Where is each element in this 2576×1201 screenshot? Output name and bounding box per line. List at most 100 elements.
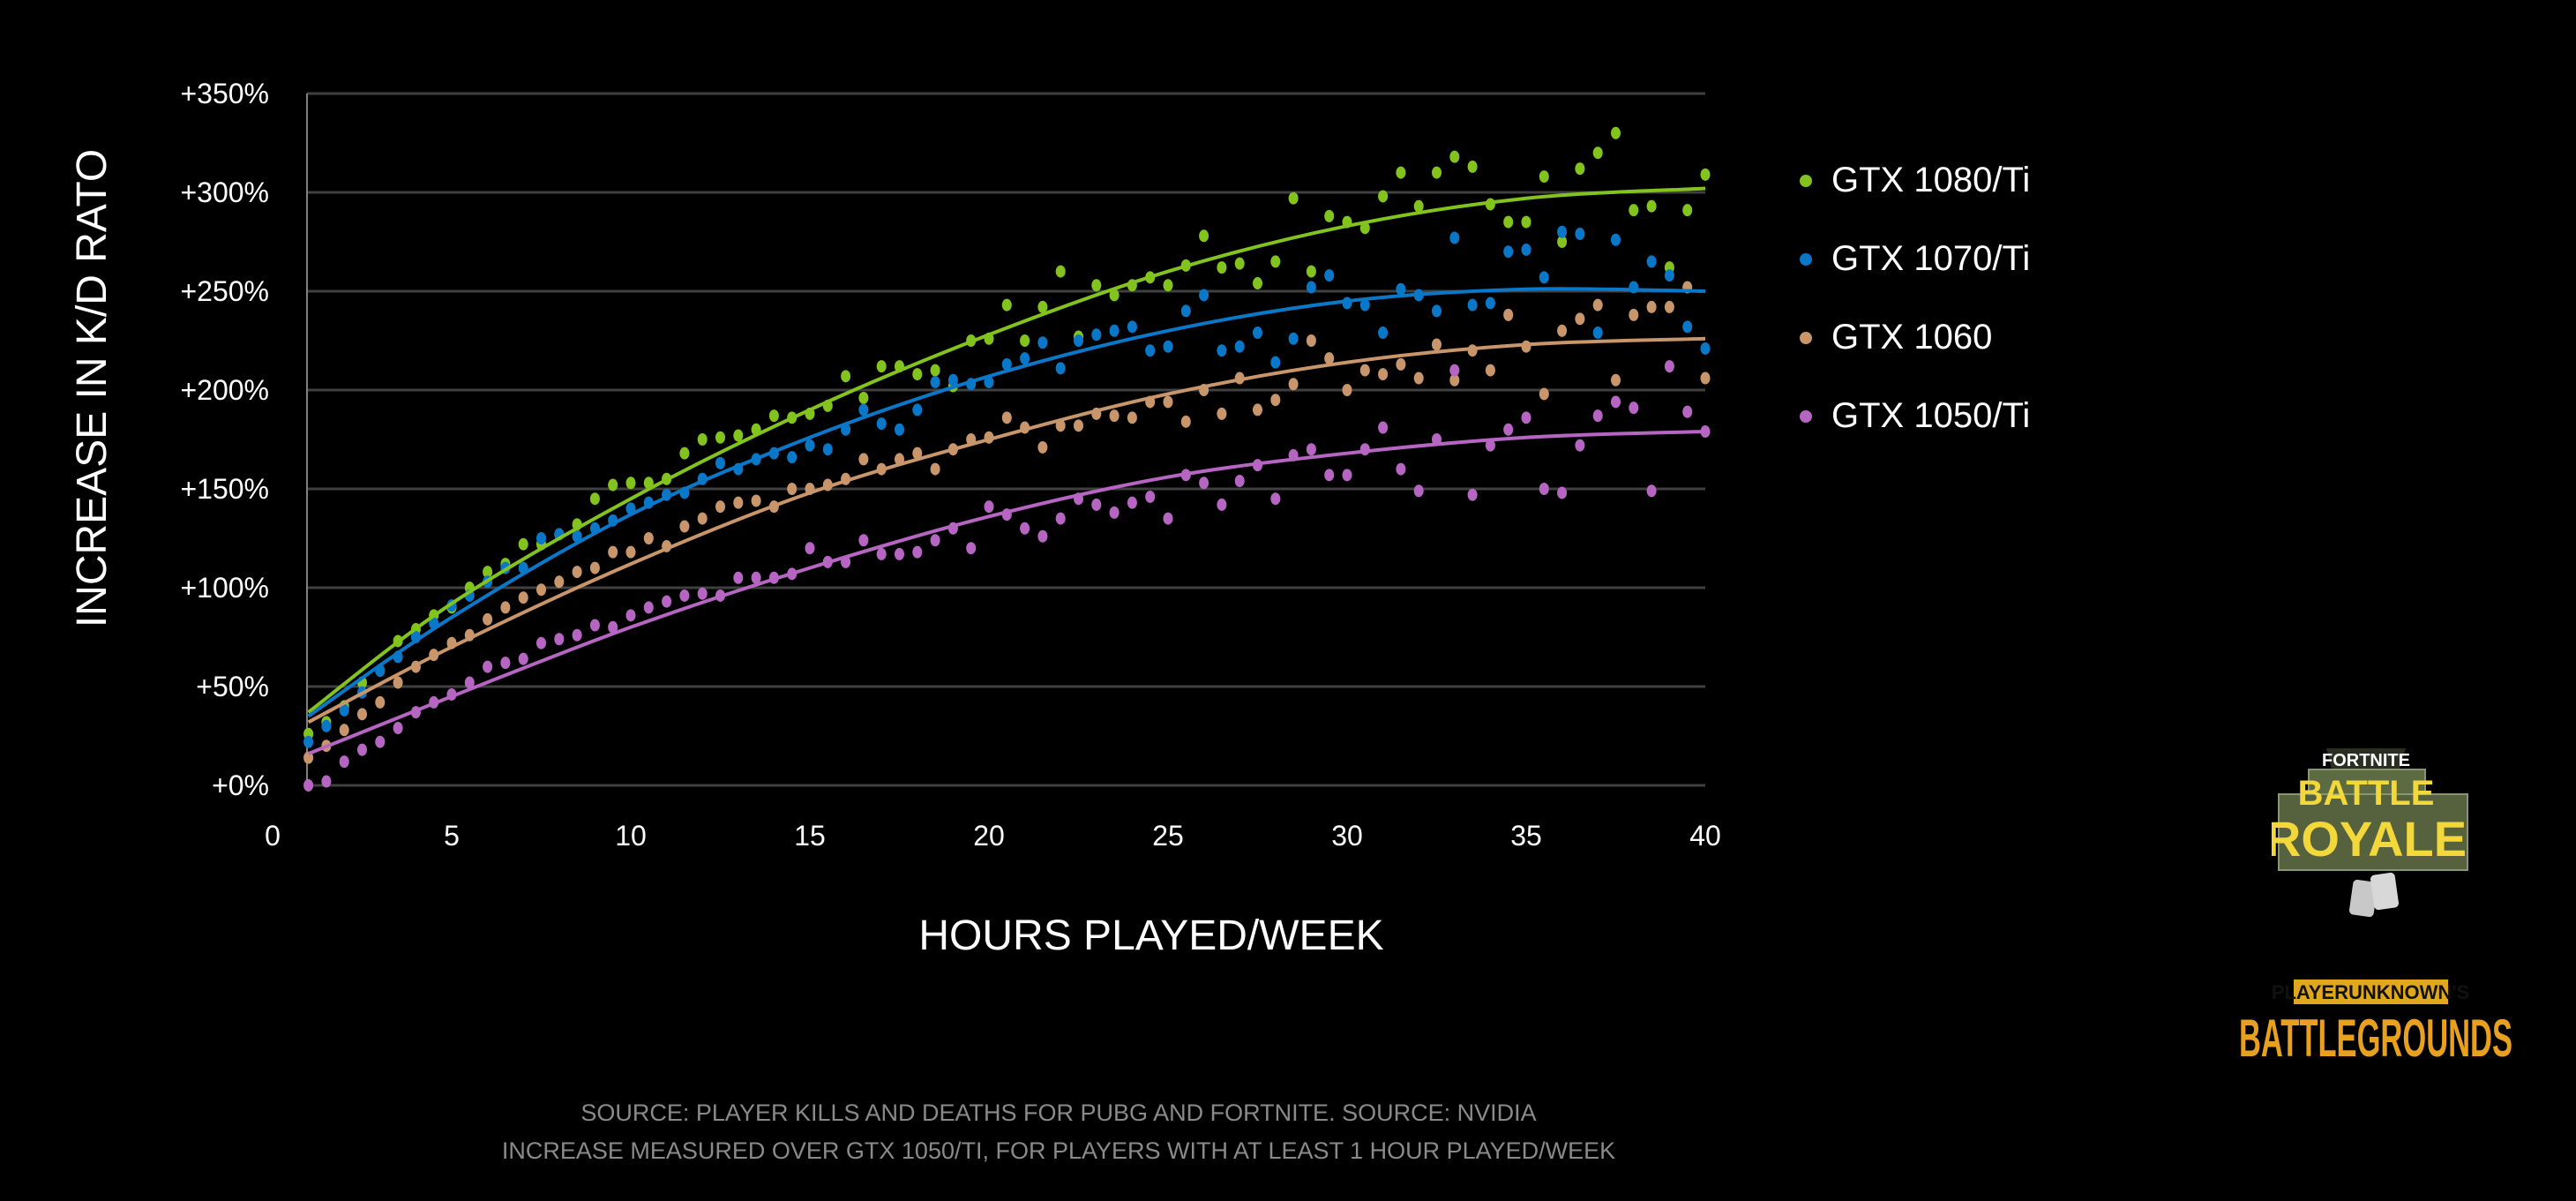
- data-point-gtx-1070-ti: [1074, 334, 1083, 347]
- y-tick-label: +200%: [180, 374, 269, 406]
- y-tick-labels: +0% +50% +100% +150% +200% +250% +300% +350%: [180, 78, 269, 801]
- data-point-gtx-1050-ti: [679, 589, 690, 602]
- data-point-gtx-1050-ti: [608, 620, 618, 634]
- x-tick-label: 25: [1152, 820, 1184, 852]
- x-tick-label: 30: [1331, 820, 1363, 852]
- data-point-gtx-1070-ti: [947, 373, 958, 387]
- data-point-gtx-1060: [1378, 368, 1389, 381]
- data-point-gtx-1050-ti: [697, 587, 708, 600]
- x-tick-labels: 0 5 10 15 20 25 30 35 40: [265, 820, 1721, 852]
- data-point-gtx-1080-ti: [1217, 261, 1227, 274]
- data-point-gtx-1060: [1700, 372, 1711, 385]
- data-point-gtx-1060: [500, 601, 511, 614]
- data-point-gtx-1070-ti: [1503, 245, 1514, 259]
- data-point-gtx-1070-ti: [858, 403, 869, 417]
- data-point-gtx-1070-ti: [1611, 233, 1621, 246]
- data-point-gtx-1070-ti: [1217, 344, 1227, 357]
- data-point-gtx-1070-ti: [321, 719, 332, 732]
- data-point-gtx-1080-ti: [1234, 257, 1245, 270]
- data-point-gtx-1050-ti: [1467, 488, 1478, 501]
- y-axis-title: INCREASE IN K/D RATO: [69, 149, 116, 627]
- data-point-gtx-1060: [1557, 324, 1568, 337]
- data-point-gtx-1050-ti: [589, 619, 600, 632]
- data-point-gtx-1080-ti: [1288, 191, 1299, 205]
- data-point-gtx-1080-ti: [1396, 166, 1406, 179]
- data-point-gtx-1060: [1109, 409, 1120, 423]
- data-point-gtx-1050-ti: [876, 547, 887, 560]
- data-point-gtx-1070-ti: [1682, 320, 1693, 334]
- data-point-gtx-1060: [1324, 352, 1335, 365]
- svg-text:PLAYERUNKNOWN'S: PLAYERUNKNOWN'S: [2272, 981, 2469, 1003]
- data-point-gtx-1060: [625, 545, 636, 559]
- data-point-gtx-1060: [483, 612, 493, 626]
- data-point-gtx-1060: [679, 520, 690, 533]
- data-point-gtx-1050-ti: [464, 676, 475, 689]
- data-point-gtx-1050-ti: [643, 601, 654, 614]
- data-point-gtx-1080-ti: [1700, 168, 1711, 181]
- data-point-gtx-1070-ti: [1306, 281, 1316, 294]
- data-point-gtx-1050-ti: [1664, 360, 1674, 373]
- legend-marker: [1800, 331, 1812, 344]
- data-point-gtx-1070-ti: [1199, 289, 1209, 302]
- data-point-gtx-1050-ti: [1557, 486, 1568, 499]
- data-point-gtx-1080-ti: [1575, 162, 1585, 176]
- data-points: [303, 126, 1711, 792]
- legend-marker: [1800, 252, 1812, 266]
- data-point-gtx-1080-ti: [715, 431, 725, 444]
- data-point-gtx-1070-ti: [1646, 255, 1657, 268]
- data-point-gtx-1060: [787, 483, 798, 495]
- data-point-gtx-1080-ti: [1539, 170, 1549, 184]
- y-tick-label: +50%: [196, 671, 269, 702]
- data-point-gtx-1050-ti: [1413, 484, 1424, 498]
- data-point-gtx-1060: [1306, 334, 1316, 347]
- data-point-gtx-1070-ti: [1001, 357, 1012, 371]
- y-tick-label: +0%: [212, 769, 269, 801]
- trendline-gtx-1060: [307, 336, 1706, 724]
- data-point-gtx-1060: [1413, 372, 1424, 385]
- data-point-gtx-1080-ti: [1001, 298, 1012, 312]
- data-point-gtx-1060: [1127, 411, 1137, 424]
- data-point-gtx-1060: [1359, 364, 1370, 377]
- data-point-gtx-1080-ti: [1306, 265, 1316, 278]
- data-point-gtx-1080-ti: [483, 566, 493, 579]
- data-point-gtx-1080-ti: [930, 364, 940, 377]
- data-point-gtx-1060: [751, 494, 761, 507]
- data-point-gtx-1070-ti: [572, 529, 582, 543]
- data-point-gtx-1080-ti: [608, 478, 618, 492]
- data-point-gtx-1070-ti: [1109, 324, 1120, 337]
- data-point-gtx-1080-ti: [1467, 160, 1478, 173]
- data-point-gtx-1080-ti: [1611, 126, 1621, 139]
- data-point-gtx-1050-ti: [303, 779, 314, 792]
- data-point-gtx-1070-ti: [1288, 332, 1299, 345]
- svg-text:ROYALE: ROYALE: [2272, 811, 2467, 867]
- data-point-gtx-1060: [393, 676, 403, 689]
- data-point-gtx-1060: [1270, 394, 1281, 407]
- source-note: SOURCE: PLAYER KILLS AND DEATHS FOR PUBG…: [580, 1100, 1537, 1126]
- y-tick-label: +350%: [180, 78, 269, 109]
- data-point-gtx-1080-ti: [768, 409, 779, 423]
- data-point-gtx-1060: [1646, 300, 1657, 313]
- data-point-gtx-1070-ti: [339, 703, 349, 717]
- data-point-gtx-1060: [1611, 373, 1621, 387]
- x-tick-label: 35: [1510, 820, 1542, 852]
- x-tick-label: 15: [794, 820, 826, 852]
- data-point-gtx-1050-ti: [518, 652, 528, 665]
- data-point-gtx-1050-ti: [912, 545, 923, 559]
- data-point-gtx-1050-ti: [500, 657, 511, 670]
- legend-label: GTX 1060: [1831, 318, 1993, 357]
- trendlines: [307, 186, 1706, 756]
- data-point-gtx-1050-ti: [966, 542, 977, 555]
- data-point-gtx-1070-ti: [1020, 352, 1030, 365]
- data-point-gtx-1080-ti: [1449, 150, 1460, 163]
- data-point-gtx-1080-ti: [697, 433, 708, 446]
- data-point-gtx-1070-ti: [895, 423, 904, 436]
- data-point-gtx-1070-ti: [536, 532, 546, 544]
- data-point-gtx-1060: [858, 453, 869, 466]
- data-point-gtx-1060: [715, 500, 725, 514]
- data-point-gtx-1070-ti: [930, 376, 940, 389]
- data-point-gtx-1080-ti: [1682, 204, 1693, 217]
- data-point-gtx-1050-ti: [483, 660, 493, 673]
- data-point-gtx-1070-ti: [1091, 328, 1102, 342]
- data-point-gtx-1070-ti: [805, 439, 815, 452]
- data-point-gtx-1050-ti: [1270, 492, 1281, 506]
